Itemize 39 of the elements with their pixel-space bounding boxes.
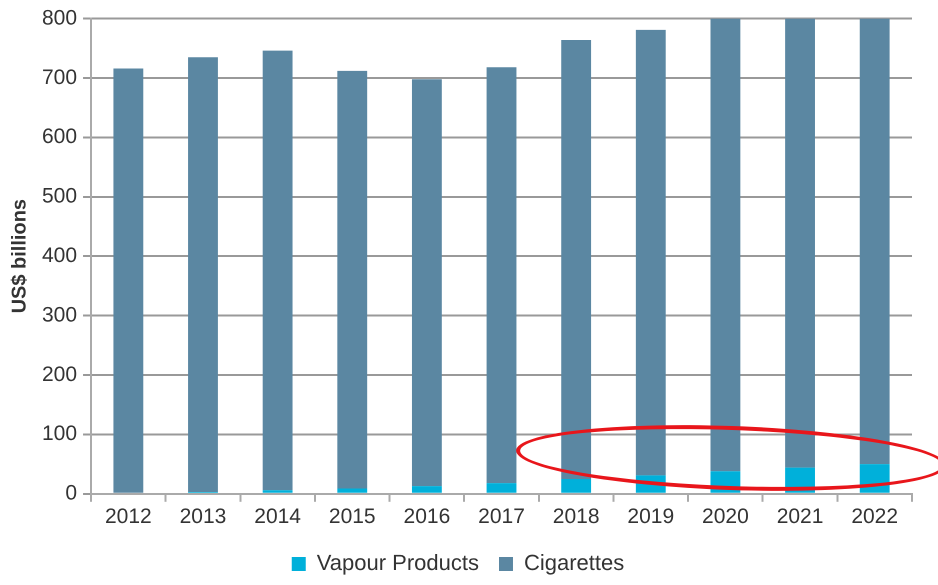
- y-tick-label: 800: [42, 6, 78, 30]
- x-tick-label: 2018: [552, 505, 600, 528]
- bar: [561, 40, 592, 479]
- y-tick-label: 400: [42, 244, 78, 267]
- y-tick-label: 0: [65, 482, 78, 505]
- bar: [412, 486, 442, 493]
- y-axis-title: US$ billions: [8, 198, 31, 314]
- x-tick-label: 2014: [254, 505, 302, 528]
- y-tick-label: 700: [42, 66, 78, 89]
- bar: [113, 68, 144, 493]
- bar: [636, 30, 666, 476]
- x-tick-label: 2017: [478, 505, 525, 528]
- y-tick-label: 300: [42, 303, 78, 326]
- legend-label: Vapour Products: [316, 550, 479, 576]
- bar: [486, 67, 516, 484]
- y-tick-label: 600: [42, 125, 78, 148]
- x-tick-label: 2013: [180, 505, 226, 528]
- y-tick-label: 500: [42, 184, 78, 208]
- bar: [262, 50, 293, 490]
- x-tick-label: 2022: [851, 505, 898, 528]
- bar: [710, 18, 740, 472]
- bar: [860, 18, 890, 464]
- bar: [486, 483, 516, 493]
- bar: [262, 490, 293, 493]
- bar: [188, 57, 218, 492]
- x-tick-label: 2020: [702, 505, 749, 528]
- y-tick-label: 100: [42, 422, 78, 446]
- x-tick-label: 2016: [404, 505, 450, 528]
- bar: [785, 18, 815, 468]
- legend-label: Cigarettes: [524, 550, 624, 576]
- bar: [337, 488, 368, 493]
- x-tick-label: 2015: [328, 505, 376, 528]
- x-tick-label: 2019: [627, 505, 674, 528]
- bar: [337, 70, 368, 488]
- y-tick-label: 200: [42, 362, 78, 386]
- bar: [412, 79, 442, 486]
- bar: [561, 478, 592, 493]
- x-tick-label: 2012: [104, 505, 152, 528]
- x-tick-label: 2021: [776, 505, 824, 528]
